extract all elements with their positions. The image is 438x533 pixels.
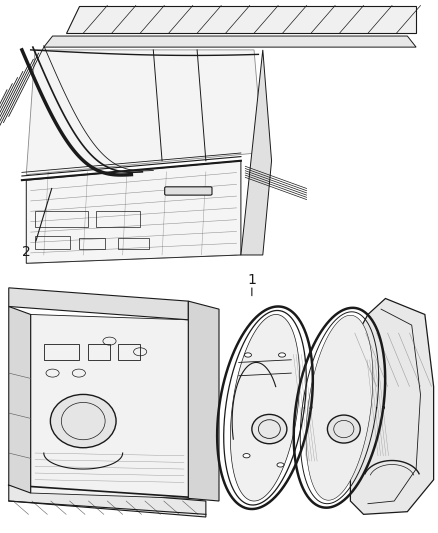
- Polygon shape: [66, 5, 416, 33]
- Polygon shape: [306, 316, 373, 500]
- Bar: [35, 211, 88, 227]
- FancyBboxPatch shape: [165, 187, 212, 195]
- Bar: [35, 236, 70, 249]
- Circle shape: [244, 353, 251, 357]
- Bar: [118, 344, 140, 360]
- Polygon shape: [9, 485, 206, 517]
- Text: 1: 1: [247, 273, 256, 287]
- Circle shape: [279, 353, 286, 357]
- Ellipse shape: [50, 394, 116, 448]
- Polygon shape: [26, 161, 241, 263]
- Circle shape: [243, 454, 250, 458]
- Ellipse shape: [328, 415, 360, 443]
- Bar: [118, 238, 149, 249]
- Polygon shape: [350, 298, 434, 514]
- Bar: [96, 211, 140, 227]
- Bar: [88, 344, 110, 360]
- Bar: [79, 238, 105, 249]
- Polygon shape: [26, 50, 263, 175]
- Polygon shape: [44, 36, 416, 47]
- Circle shape: [277, 463, 284, 467]
- Polygon shape: [9, 288, 188, 320]
- Polygon shape: [188, 301, 219, 501]
- Polygon shape: [241, 50, 272, 255]
- Text: 2: 2: [22, 245, 31, 259]
- Polygon shape: [230, 314, 300, 501]
- Ellipse shape: [252, 415, 287, 443]
- Polygon shape: [9, 306, 31, 493]
- Polygon shape: [31, 314, 188, 498]
- Bar: [44, 344, 79, 360]
